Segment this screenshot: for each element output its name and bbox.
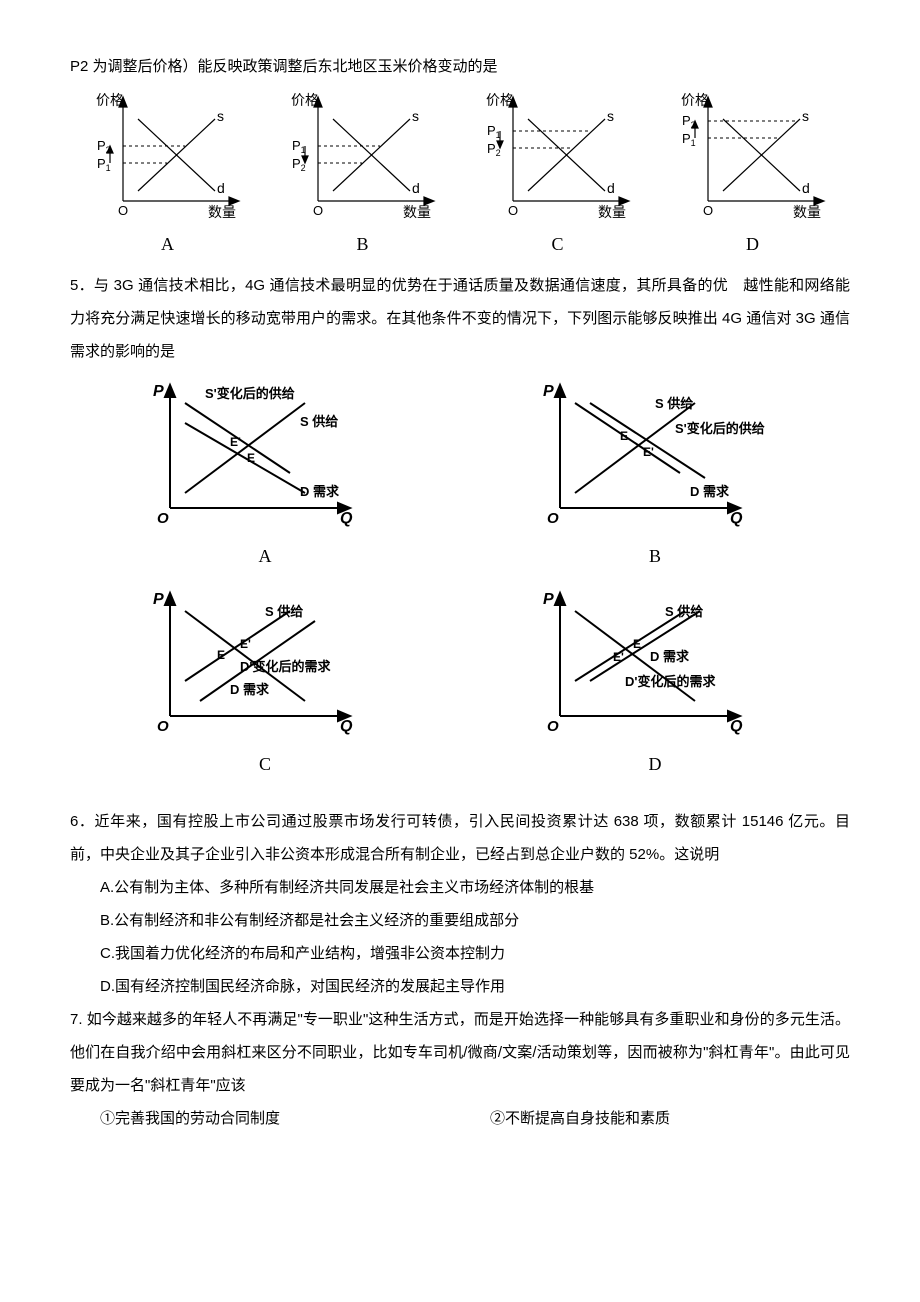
q4-chart-a: 价格 数量 O s d P2 P1 A xyxy=(90,91,245,265)
svg-text:P2: P2 xyxy=(97,138,111,155)
q6-opt-d: D.国有经济控制国民经济命脉，对国民经济的发展起主导作用 xyxy=(70,970,850,1003)
q7-stem: 7. 如今越来越多的年轻人不再满足"专一职业"这种生活方式，而是开始选择一种能够… xyxy=(70,1003,850,1102)
svg-text:d: d xyxy=(802,180,810,196)
svg-text:S 供给: S 供给 xyxy=(665,604,703,619)
svg-text:O: O xyxy=(703,203,713,218)
svg-text:E': E' xyxy=(240,637,251,651)
svg-text:P1: P1 xyxy=(292,138,306,155)
svg-text:O: O xyxy=(313,203,323,218)
svg-text:数量: 数量 xyxy=(598,204,626,220)
ylabel: 价格 xyxy=(96,92,124,108)
q4-chart-c: 价格 数量 O s d P1 P2 C xyxy=(480,91,635,265)
svg-text:E: E xyxy=(620,429,628,443)
svg-text:O: O xyxy=(508,203,518,218)
q4-svg-a: 价格 数量 O s d P2 P1 xyxy=(90,91,245,221)
svg-text:E': E' xyxy=(613,650,624,664)
q5-stem: 5．与 3G 通信技术相比，4G 通信技术最明显的优势在于通话质量及数据通信速度… xyxy=(70,269,850,368)
svg-text:E: E xyxy=(633,637,641,651)
q4-charts: 价格 数量 O s d P2 P1 A xyxy=(70,91,850,265)
q7-opts-row1: ①完善我国的劳动合同制度 ②不断提高自身技能和素质 xyxy=(70,1102,850,1135)
q5-svg-b: P Q O S 供给 S'变化后的供给 D 需求 E E' xyxy=(525,378,785,533)
svg-text:O: O xyxy=(118,203,128,218)
svg-text:d: d xyxy=(217,180,225,196)
svg-text:价格: 价格 xyxy=(681,92,709,108)
q4-svg-b: 价格 数量 O s d P1 P2 xyxy=(285,91,440,221)
svg-text:S 供给: S 供给 xyxy=(300,414,338,429)
svg-text:P1: P1 xyxy=(487,123,501,140)
svg-text:s: s xyxy=(217,108,224,124)
svg-text:价格: 价格 xyxy=(486,92,514,108)
svg-text:s: s xyxy=(802,108,809,124)
svg-text:P: P xyxy=(543,591,554,608)
q4-label-c: C xyxy=(551,225,563,265)
svg-text:E: E xyxy=(247,451,255,465)
q4-chart-b: 价格 数量 O s d P1 P2 B xyxy=(285,91,440,265)
svg-text:Q: Q xyxy=(730,718,743,735)
q5-label-a: A xyxy=(259,537,272,577)
svg-text:S 供给: S 供给 xyxy=(265,604,303,619)
q4-svg-d: 价格 数量 O s d P2 P1 xyxy=(675,91,830,221)
q5-label-c: C xyxy=(259,745,271,785)
q5-svg-d: P Q O S 供给 D 需求 D'变化后的需求 E E' xyxy=(525,586,785,741)
q5-chart-d: P Q O S 供给 D 需求 D'变化后的需求 E E' D xyxy=(490,586,820,785)
svg-text:Q: Q xyxy=(730,510,743,527)
svg-text:O: O xyxy=(547,718,559,735)
q4-chart-d: 价格 数量 O s d P2 P1 D xyxy=(675,91,830,265)
q4-label-b: B xyxy=(356,225,368,265)
svg-text:S'变化后的供给: S'变化后的供给 xyxy=(205,386,295,401)
svg-text:数量: 数量 xyxy=(403,204,431,220)
svg-text:O: O xyxy=(157,718,169,735)
xlabel: 数量 xyxy=(208,204,236,220)
svg-text:D 需求: D 需求 xyxy=(230,682,270,697)
q7-opt-1: ①完善我国的劳动合同制度 xyxy=(70,1102,460,1135)
q4-svg-c: 价格 数量 O s d P1 P2 xyxy=(480,91,635,221)
svg-text:d: d xyxy=(607,180,615,196)
q6-opt-a: A.公有制为主体、多种所有制经济共同发展是社会主义市场经济体制的根基 xyxy=(70,871,850,904)
q6-opt-b: B.公有制经济和非公有制经济都是社会主义经济的重要组成部分 xyxy=(70,904,850,937)
svg-text:P2: P2 xyxy=(682,113,696,130)
svg-text:P1: P1 xyxy=(97,156,111,173)
q5-chart-b: P Q O S 供给 S'变化后的供给 D 需求 E E' B xyxy=(490,378,820,577)
svg-text:Q: Q xyxy=(340,510,353,527)
svg-text:O: O xyxy=(547,510,559,527)
svg-text:D'变化后的需求: D'变化后的需求 xyxy=(240,659,331,674)
svg-text:O: O xyxy=(157,510,169,527)
svg-text:P1: P1 xyxy=(682,131,696,148)
q4-label-d: D xyxy=(746,225,759,265)
q4-lead: P2 为调整后价格）能反映政策调整后东北地区玉米价格变动的是 xyxy=(70,50,850,83)
svg-text:s: s xyxy=(607,108,614,124)
q5-svg-c: P Q O S 供给 D'变化后的需求 D 需求 E' E xyxy=(135,586,395,741)
q5-svg-a: P Q O S'变化后的供给 S 供给 D 需求 E' E xyxy=(135,378,395,533)
q5-charts: P Q O S'变化后的供给 S 供给 D 需求 E' E A P Q O xyxy=(100,378,820,785)
svg-text:E': E' xyxy=(643,445,654,459)
q4-label-a: A xyxy=(161,225,174,265)
svg-text:D'变化后的需求: D'变化后的需求 xyxy=(625,674,716,689)
svg-text:d: d xyxy=(412,180,420,196)
q5-label-b: B xyxy=(649,537,661,577)
svg-text:E: E xyxy=(217,648,225,662)
svg-text:E': E' xyxy=(230,435,241,449)
q5-chart-a: P Q O S'变化后的供给 S 供给 D 需求 E' E A xyxy=(100,378,430,577)
svg-text:P: P xyxy=(543,383,554,400)
q5-chart-c: P Q O S 供给 D'变化后的需求 D 需求 E' E C xyxy=(100,586,430,785)
svg-text:P: P xyxy=(153,383,164,400)
q5-label-d: D xyxy=(649,745,662,785)
svg-text:P: P xyxy=(153,591,164,608)
svg-text:D 需求: D 需求 xyxy=(650,649,690,664)
svg-text:价格: 价格 xyxy=(291,92,319,108)
svg-text:数量: 数量 xyxy=(793,204,821,220)
svg-text:D 需求: D 需求 xyxy=(690,484,730,499)
svg-text:S'变化后的供给: S'变化后的供给 xyxy=(675,421,765,436)
svg-text:Q: Q xyxy=(340,718,353,735)
q7-opt-2: ②不断提高自身技能和素质 xyxy=(460,1102,850,1135)
svg-text:S 供给: S 供给 xyxy=(655,396,693,411)
q6-opt-c: C.我国着力优化经济的布局和产业结构，增强非公资本控制力 xyxy=(70,937,850,970)
q6-stem: 6．近年来，国有控股上市公司通过股票市场发行可转债，引入民间投资累计达 638 … xyxy=(70,805,850,871)
svg-text:s: s xyxy=(412,108,419,124)
svg-text:D 需求: D 需求 xyxy=(300,484,340,499)
